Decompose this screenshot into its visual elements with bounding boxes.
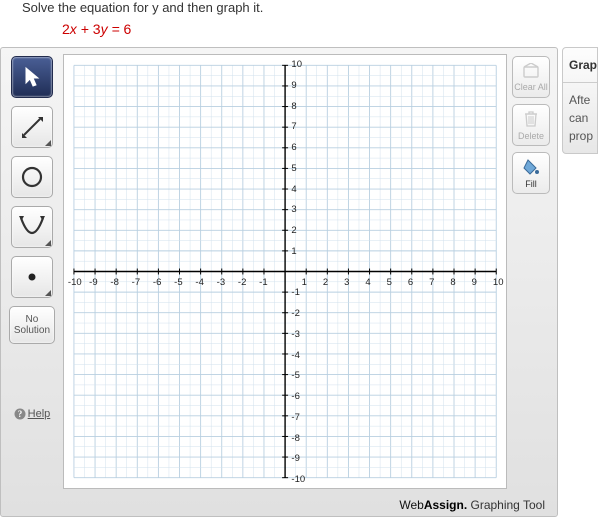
no-solution-label: No Solution — [12, 314, 52, 336]
brand-part1: Web — [399, 498, 423, 512]
submenu-indicator-icon — [45, 290, 51, 296]
point-tool-button[interactable] — [11, 256, 53, 298]
brand-suffix: Graphing Tool — [467, 498, 545, 512]
brand-part2: Assign. — [424, 498, 467, 512]
right-toolbar: Clear All Delete Fill — [507, 54, 551, 516]
submenu-indicator-icon — [45, 240, 51, 246]
circle-tool-button[interactable] — [11, 156, 53, 198]
no-solution-button[interactable]: No Solution — [9, 306, 55, 344]
clear-all-button[interactable]: Clear All — [512, 56, 550, 98]
graphing-tool-panel: No Solution ? Help -10-9-8-7-6-5-4-3-2-1… — [0, 47, 558, 517]
footer-brand: WebAssign. Graphing Tool — [399, 498, 545, 512]
question-prompt: Solve the equation for y and then graph … — [22, 0, 600, 15]
delete-label: Delete — [518, 131, 544, 141]
help-icon: ? — [14, 408, 26, 420]
help-label: Help — [28, 408, 51, 420]
left-toolbar: No Solution ? Help — [7, 54, 57, 516]
equation: 2x + 3y = 6 — [22, 15, 600, 47]
clear-all-label: Clear All — [514, 82, 548, 92]
trash-icon — [523, 110, 539, 128]
pointer-tool-button[interactable] — [11, 56, 53, 98]
fill-icon — [522, 158, 540, 176]
fill-button[interactable]: Fill — [512, 152, 550, 194]
submenu-indicator-icon — [45, 140, 51, 146]
fill-label: Fill — [525, 179, 537, 189]
clear-all-icon — [522, 63, 540, 79]
side-line: can — [569, 109, 593, 127]
side-line: prop — [569, 127, 593, 145]
side-heading: Grap — [563, 48, 597, 83]
help-link[interactable]: ? Help — [14, 408, 51, 420]
graph-canvas[interactable]: -10-9-8-7-6-5-4-3-2-11234567891010987654… — [63, 54, 507, 489]
parabola-tool-button[interactable] — [11, 206, 53, 248]
delete-button[interactable]: Delete — [512, 104, 550, 146]
svg-text:?: ? — [17, 409, 22, 419]
line-tool-button[interactable] — [11, 106, 53, 148]
side-info-panel: Grap Afte can prop — [562, 47, 598, 154]
side-line: Afte — [569, 91, 593, 109]
